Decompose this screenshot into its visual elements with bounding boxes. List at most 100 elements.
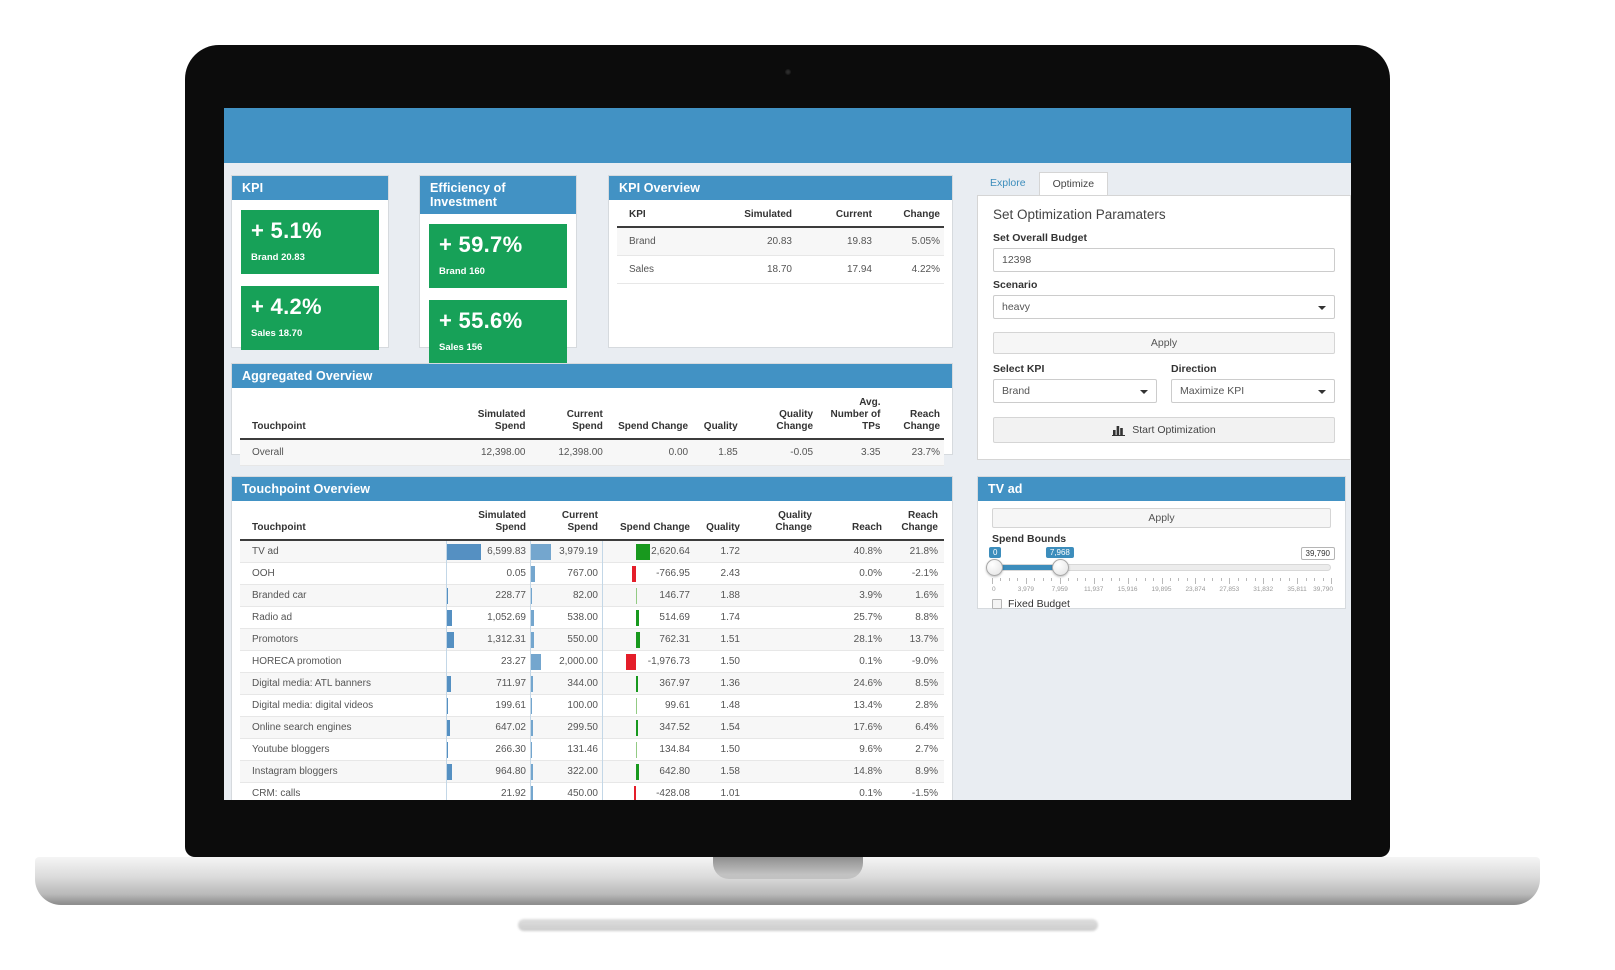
- cell-value: -766.95: [656, 567, 690, 579]
- tick-mark: [1068, 578, 1070, 581]
- cell: 18.70: [766, 264, 792, 275]
- reach-cell: 0.0%: [859, 567, 882, 579]
- tick-mark: [1203, 578, 1205, 581]
- fixed-budget-checkbox[interactable]: [992, 599, 1002, 609]
- tick-mark: [1246, 578, 1248, 581]
- slider-upper-handle[interactable]: [1051, 559, 1069, 576]
- tick-mark: [1322, 578, 1324, 581]
- slider-track[interactable]: [992, 564, 1331, 571]
- tick-mark: [1000, 578, 1002, 581]
- cell-value: 299.50: [567, 721, 598, 733]
- tick-mark: [1212, 578, 1214, 581]
- cell: 17.94: [846, 264, 872, 275]
- spend-change-bar: [636, 719, 638, 736]
- cell: 0.00: [668, 447, 689, 458]
- cell-value: -428.08: [656, 787, 690, 799]
- tick-label: 19,895: [1151, 586, 1172, 593]
- spend-bar: [447, 741, 448, 758]
- spend-bar: [531, 565, 535, 582]
- cell-value: 367.97: [659, 677, 690, 689]
- column-header: Current Spend: [566, 409, 603, 432]
- table-row: HORECA promotion 23.27 2,000.00 -1,976.73 1.…: [240, 650, 944, 673]
- tick-mark: [1127, 578, 1129, 584]
- aggregated-header-row: Touchpoint Simulated Spend Current Spend Sp…: [240, 392, 944, 440]
- spend-change-cell: -766.95: [602, 562, 694, 585]
- spend-bar: [531, 785, 533, 800]
- kpi-overview-panel: KPI Overview KPI Simulated Current Change B…: [608, 175, 953, 348]
- current-spend-cell: 3,979.19: [530, 540, 602, 563]
- scenario-select[interactable]: heavy: [993, 295, 1335, 319]
- spend-change-bar: [636, 631, 640, 648]
- slider-max-label: 39,790: [1300, 547, 1335, 560]
- slider-lower-tooltip: 0: [989, 547, 1002, 558]
- start-optimization-button[interactable]: Start Optimization: [993, 417, 1335, 443]
- tick-mark: [1161, 578, 1163, 584]
- cell-value: 2,620.64: [651, 545, 690, 557]
- kpi-card-sales: + 4.2% Sales 18.70: [241, 286, 379, 350]
- cell-value: 964.80: [495, 765, 526, 777]
- spend-change-cell: 347.52: [602, 716, 694, 739]
- spend-bar: [531, 543, 551, 560]
- select-kpi-select[interactable]: Brand: [993, 379, 1157, 403]
- reach-change-cell: 8.8%: [915, 611, 938, 623]
- kpi-card-value: + 4.2%: [251, 294, 322, 319]
- kpi-cards: + 5.1% Brand 20.83 + 4.2% Sales 18.70: [232, 200, 388, 360]
- reach-cell: 3.9%: [859, 589, 882, 601]
- budget-input[interactable]: [993, 248, 1335, 272]
- slider-fill: [993, 565, 1061, 570]
- quality-cell: 1.74: [720, 611, 740, 623]
- efficiency-cards: + 59.7% Brand 160 + 55.6% Sales 156: [420, 214, 576, 374]
- tick-mark: [1051, 578, 1053, 581]
- direction-select[interactable]: Maximize KPI: [1171, 379, 1335, 403]
- touchpoint-name-cell: Promotors: [252, 633, 299, 645]
- cell-value: -1,976.73: [647, 655, 690, 667]
- start-optimization-label: Start Optimization: [1132, 424, 1216, 436]
- spend-bar: [531, 675, 533, 692]
- tick-mark: [1059, 578, 1061, 584]
- current-spend-cell: 767.00: [530, 562, 602, 585]
- column-header: Touchpoint: [252, 522, 306, 533]
- simulated-spend-cell: 6,599.83: [446, 540, 530, 563]
- spend-bar: [531, 763, 533, 780]
- tick-label: 23,874: [1185, 586, 1206, 593]
- reach-change-cell: 2.7%: [915, 743, 938, 755]
- cell-value: 99.61: [664, 699, 690, 711]
- simulated-spend-cell: 647.02: [446, 716, 530, 739]
- cell-value: 1,052.69: [487, 611, 526, 623]
- quality-cell: 1.54: [720, 721, 740, 733]
- direction-label: Direction: [1171, 363, 1217, 375]
- column-header: Quality: [706, 522, 740, 533]
- quality-cell: 1.50: [720, 655, 740, 667]
- efficiency-card-label: Sales 156: [439, 342, 483, 353]
- reach-cell: 24.6%: [853, 677, 882, 689]
- tick-mark: [1297, 578, 1299, 584]
- efficiency-card-value: + 55.6%: [439, 308, 523, 333]
- optimize-card: Explore Optimize Set Optimization Parama…: [977, 172, 1351, 460]
- cell-value: 711.97: [496, 677, 526, 689]
- touchpoint-name-cell: Digital media: ATL banners: [252, 677, 371, 689]
- table-row: Overall 12,398.00 12,398.00 0.00 1.85 -0.05 3.…: [240, 440, 944, 466]
- spend-change-cell: 134.84: [602, 738, 694, 761]
- cell: 23.7%: [911, 447, 941, 458]
- reach-change-cell: 1.6%: [915, 589, 938, 601]
- apply-parameters-button[interactable]: Apply: [993, 332, 1335, 354]
- tab-explore[interactable]: Explore: [990, 177, 1026, 189]
- touchpoint-table: TV ad 6,599.83 3,979.19 2,620.64 1.72 40.8% 21…: [240, 540, 944, 800]
- slider-lower-handle[interactable]: [986, 559, 1003, 576]
- table-row: TV ad 6,599.83 3,979.19 2,620.64 1.72 40.8% 21…: [240, 540, 944, 563]
- cell: Sales: [629, 264, 655, 275]
- cell: 20.83: [766, 236, 792, 247]
- tab-optimize[interactable]: Optimize: [1038, 172, 1109, 195]
- simulated-spend-cell: 199.61: [446, 694, 530, 717]
- touchpoint-name-cell: OOH: [252, 567, 275, 579]
- simulated-spend-cell: 266.30: [446, 738, 530, 761]
- apply-bounds-button[interactable]: Apply: [992, 508, 1331, 528]
- cell: -0.05: [790, 447, 814, 458]
- tick-mark: [1178, 578, 1180, 581]
- spend-change-bar: [636, 675, 638, 692]
- chevron-down-icon: [1318, 390, 1326, 394]
- cell: 19.83: [846, 236, 872, 247]
- tick-label: 27,853: [1219, 586, 1240, 593]
- column-header: Reach Change: [901, 510, 938, 533]
- tick-mark: [1144, 578, 1146, 581]
